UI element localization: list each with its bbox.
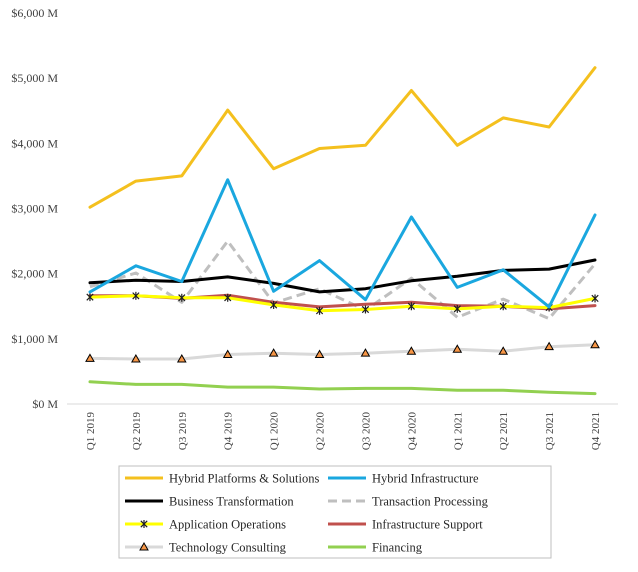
application-operations-marker [178, 293, 186, 302]
technology-consulting-line [88, 343, 597, 361]
application-operations-marker [361, 305, 370, 314]
legend-item-hybrid-infrastructure: Hybrid Infrastructure [328, 472, 479, 486]
series-layer [85, 66, 600, 396]
series-hybrid-infrastructure [88, 178, 597, 309]
y-tick-label: $3,000 M [11, 202, 58, 216]
application-operations-marker [132, 291, 140, 300]
business-transformation-line [88, 258, 597, 294]
x-tick-label: Q3 2020 [360, 412, 372, 451]
series-financing [88, 380, 597, 396]
technology-consulting-marker [590, 339, 600, 349]
technology-consulting-marker [314, 349, 325, 358]
application-operations-marker [499, 302, 507, 311]
x-tick-label: Q4 2020 [406, 412, 418, 451]
application-operations-marker [591, 294, 599, 303]
legend-label-hybrid-platforms-and-solutions: Hybrid Platforms & Solutions [169, 472, 319, 486]
legend-label-hybrid-infrastructure: Hybrid Infrastructure [372, 472, 479, 486]
y-tick-label: $6,000 M [11, 6, 58, 20]
technology-consulting-marker [360, 348, 371, 357]
legend-label-technology-consulting: Technology Consulting [169, 541, 287, 555]
application-operations-marker [407, 302, 415, 311]
hybrid-infrastructure-line [88, 178, 597, 309]
legend-item-business-transformation: Business Transformation [125, 495, 294, 509]
legend-item-application-operations: Application Operations [125, 518, 286, 532]
technology-consulting-marker [131, 354, 141, 363]
x-tick-label: Q2 2020 [315, 412, 327, 451]
x-tick-label: Q2 2019 [131, 412, 143, 451]
financing-line [88, 380, 597, 396]
transaction-processing-line [89, 239, 597, 321]
technology-consulting-marker [406, 346, 417, 355]
series-technology-consulting [85, 339, 600, 363]
x-tick-label: Q1 2019 [85, 412, 97, 451]
legend-item-financing: Financing [328, 541, 423, 555]
legend-item-hybrid-platforms-and-solutions: Hybrid Platforms & Solutions [125, 472, 319, 486]
legend-label-financing: Financing [372, 541, 423, 555]
y-tick-label: $0 M [32, 397, 58, 411]
axis-layer: $0 M $1,000 M $2,000 M $3,000 M $4,000 M $5,0… [11, 6, 618, 450]
legend: Hybrid Platforms & Solutions Hybrid Infra… [118, 465, 552, 559]
x-tick-label: Q4 2019 [223, 412, 235, 451]
technology-consulting-marker [176, 354, 187, 363]
legend-label-transaction-processing: Transaction Processing [372, 495, 489, 509]
application-operations-marker [86, 293, 94, 302]
technology-consulting-marker [452, 344, 463, 353]
x-tick-label: Q2 2021 [498, 412, 510, 450]
technology-consulting-marker [498, 346, 509, 355]
technology-consulting-marker [268, 348, 279, 357]
y-tick-label: $2,000 M [11, 267, 58, 281]
legend-item-transaction-processing: Transaction Processing [328, 495, 489, 509]
hybrid-platforms-and-solutions-line [88, 66, 597, 209]
legend-box [118, 465, 552, 559]
technology-consulting-marker [544, 341, 554, 351]
legend-application-operations-marker [140, 520, 148, 528]
y-tick-label: $5,000 M [11, 71, 58, 85]
x-tick-label: Q1 2020 [269, 412, 281, 451]
legend-item-infrastructure-support: Infrastructure Support [328, 518, 483, 532]
series-transaction-processing [89, 239, 597, 321]
application-operations-marker [224, 293, 232, 302]
y-tick-label: $1,000 M [11, 332, 58, 346]
y-tick-label: $4,000 M [11, 136, 58, 150]
series-business-transformation [88, 258, 597, 294]
x-tick-label: Q3 2021 [544, 412, 556, 450]
technology-consulting-marker [85, 353, 95, 362]
legend-item-technology-consulting: Technology Consulting [125, 541, 287, 555]
legend-label-infrastructure-support: Infrastructure Support [372, 518, 483, 532]
application-operations-marker [453, 304, 461, 313]
x-tick-label: Q1 2021 [452, 412, 464, 450]
application-operations-marker [270, 300, 278, 309]
x-tick-label: Q3 2019 [177, 412, 189, 451]
series-hybrid-platforms-and-solutions [88, 66, 597, 209]
legend-label-application-operations: Application Operations [169, 518, 286, 532]
technology-consulting-marker [222, 349, 233, 358]
legend-technology-consulting-marker [139, 541, 149, 551]
x-tick-label: Q4 2021 [590, 412, 602, 450]
application-operations-marker [315, 306, 324, 315]
legend-label-business-transformation: Business Transformation [169, 495, 294, 509]
application-operations-line [88, 294, 597, 313]
series-application-operations [86, 291, 599, 315]
